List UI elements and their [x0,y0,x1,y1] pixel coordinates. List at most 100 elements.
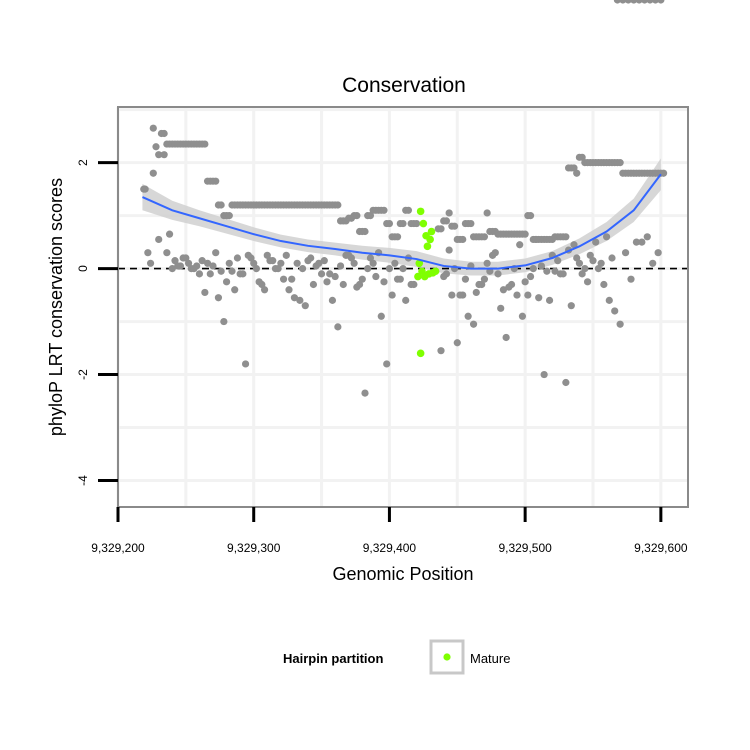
data-point [393,233,402,241]
data-point [184,259,193,267]
data-point [358,275,366,283]
data-point [605,296,613,304]
mature-point [423,242,432,251]
x-tick-label: 9,329,600 [634,541,688,555]
data-point [488,251,497,259]
data-point [529,264,537,273]
data-point [483,209,491,217]
data-point [448,291,456,299]
x-tick-label: 9,329,500 [498,541,552,555]
data-point [651,0,660,4]
data-point [309,280,318,289]
data-point [654,249,662,257]
data-point [592,238,600,246]
data-point [404,206,413,214]
data-point [524,291,532,299]
data-point [616,320,624,328]
data-point [526,272,535,281]
data-point [407,280,415,289]
data-point [217,201,225,209]
data-point [646,0,654,4]
data-point [317,270,326,278]
data-point [445,246,453,254]
data-point [231,286,239,294]
data-point [630,0,638,4]
data-point [399,219,407,228]
data-point [597,259,605,267]
data-point [589,257,597,265]
data-point [315,259,323,267]
data-point [412,219,421,228]
data-point [144,249,152,257]
data-point [554,257,562,265]
data-point [578,270,586,278]
data-point [399,264,407,273]
data-point [521,278,529,286]
data-point [174,262,182,270]
data-point [141,185,149,193]
data-point [298,264,307,273]
data-point [380,206,388,214]
mature-point [416,207,425,216]
data-point [480,275,489,283]
y-tick-label: -4 [76,475,90,486]
data-point [659,169,668,177]
data-point [453,339,461,347]
data-point [228,267,236,275]
mature-point [427,227,436,236]
smooth-curve [142,173,662,270]
y-tick-label: 0 [76,265,90,272]
mature-point [416,349,425,358]
data-point [190,264,198,273]
smooth-line [142,173,662,270]
data-point [632,238,641,246]
data-point [266,257,274,265]
panel-background [118,107,688,507]
data-point [627,275,635,283]
data-point [583,278,592,286]
data-point [559,270,567,278]
data-point [290,294,299,302]
data-point [260,286,269,294]
data-point [619,0,627,4]
data-point [163,249,171,257]
data-point [450,222,459,230]
data-point [516,241,524,249]
legend-label-mature: Mature [470,651,510,666]
data-point [152,143,160,151]
data-point [165,230,174,238]
data-point [282,251,290,259]
data-point [456,291,464,299]
y-tick-label: -2 [76,369,90,380]
y-axis-title: phyloP LRT conservation scores [46,178,66,436]
data-point [263,251,271,259]
mature-point [426,235,434,244]
data-point [472,288,480,297]
data-point [513,291,521,299]
data-point [233,254,242,262]
data-point [635,0,643,4]
data-point [225,212,233,220]
data-point [385,264,394,273]
chart-title: Conservation [342,74,466,97]
confidence-band-area [142,158,661,276]
data-point [366,254,375,262]
data-point [562,233,570,241]
data-point [203,259,212,267]
data-point [201,140,209,148]
data-point [383,360,391,368]
mature-point [431,267,440,276]
data-point [285,286,293,294]
data-point [252,264,261,273]
data-point [288,275,296,283]
data-point [241,360,250,368]
data-point [212,249,220,257]
data-point [334,323,342,331]
data-point [459,235,467,244]
data-point [640,0,649,4]
data-point [323,278,331,286]
data-point [562,378,570,387]
data-point [296,296,304,304]
data-point [638,238,646,246]
x-tick-label: 9,329,400 [363,541,417,555]
